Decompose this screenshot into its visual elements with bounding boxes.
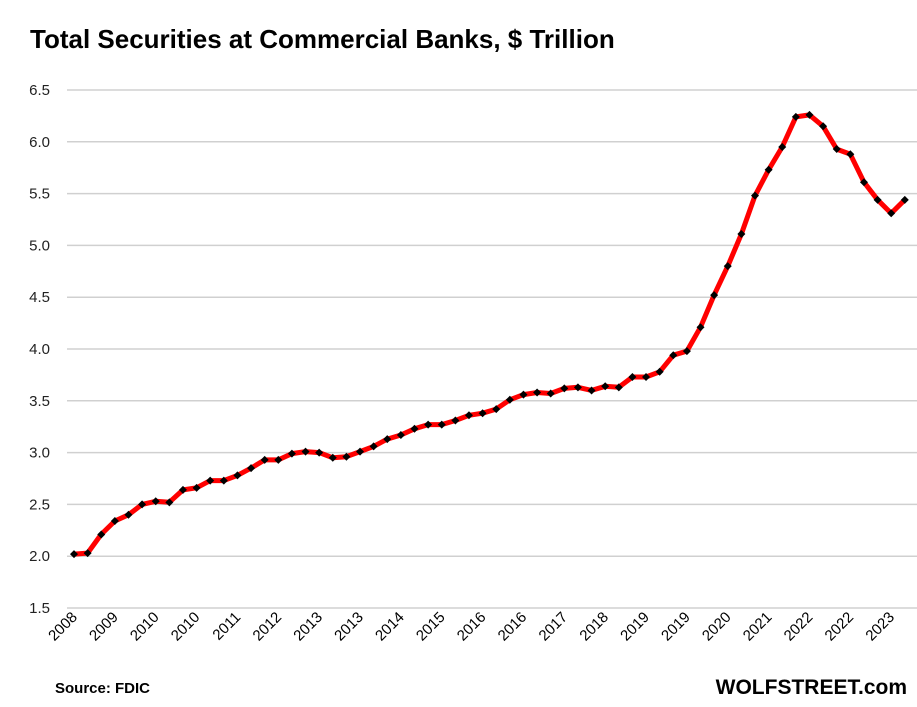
data-point bbox=[70, 550, 78, 559]
data-point bbox=[410, 424, 419, 433]
y-tick-label: 2.0 bbox=[29, 548, 50, 565]
x-tick-label: 2021 bbox=[740, 609, 776, 645]
data-point bbox=[396, 430, 405, 439]
data-point bbox=[642, 372, 651, 381]
x-tick-label: 2019 bbox=[658, 609, 694, 645]
data-point bbox=[437, 420, 446, 429]
y-tick-label: 3.5 bbox=[29, 393, 50, 410]
data-point bbox=[655, 367, 664, 376]
x-tick-label: 2010 bbox=[127, 609, 163, 645]
data-point bbox=[165, 498, 174, 507]
data-point bbox=[287, 449, 296, 458]
data-point bbox=[342, 452, 351, 461]
source-note: Source: FDIC bbox=[55, 680, 151, 697]
x-tick-label: 2016 bbox=[495, 609, 531, 645]
y-tick-label: 5.5 bbox=[29, 186, 50, 203]
y-tick-label: 6.5 bbox=[29, 82, 50, 99]
data-point bbox=[192, 483, 201, 492]
data-point bbox=[356, 447, 365, 456]
brand-watermark: WOLFSTREET.com bbox=[715, 676, 907, 699]
data-point bbox=[696, 323, 705, 332]
x-tick-label: 2009 bbox=[86, 609, 122, 645]
data-point bbox=[778, 142, 787, 151]
data-point bbox=[151, 497, 160, 506]
data-point bbox=[301, 447, 310, 456]
data-point bbox=[138, 500, 147, 509]
data-point bbox=[737, 230, 746, 239]
y-tick-label: 6.0 bbox=[29, 134, 50, 151]
x-tick-label: 2011 bbox=[209, 609, 244, 644]
data-point bbox=[178, 485, 187, 494]
data-point bbox=[560, 384, 569, 393]
x-tick-label: 2013 bbox=[290, 609, 326, 645]
data-point bbox=[369, 442, 378, 451]
data-point bbox=[124, 510, 133, 519]
y-tick-label: 3.0 bbox=[29, 445, 50, 462]
data-point bbox=[859, 178, 868, 187]
y-tick-label: 1.5 bbox=[29, 600, 50, 617]
data-point bbox=[219, 476, 228, 485]
x-tick-label: 2019 bbox=[617, 609, 653, 645]
x-tick-label: 2022 bbox=[781, 609, 817, 645]
x-tick-label: 2023 bbox=[862, 609, 898, 645]
y-tick-label: 4.5 bbox=[29, 289, 50, 306]
data-point bbox=[328, 453, 337, 462]
data-point bbox=[451, 416, 460, 425]
data-point bbox=[846, 150, 855, 159]
data-point bbox=[587, 386, 596, 395]
chart-title: Total Securities at Commercial Banks, $ … bbox=[30, 24, 615, 54]
x-tick-label: 2010 bbox=[168, 609, 204, 645]
data-point bbox=[614, 383, 623, 392]
x-tick-label: 2013 bbox=[331, 609, 367, 645]
data-point bbox=[751, 191, 759, 200]
data-point bbox=[887, 209, 896, 218]
x-tick-label: 2014 bbox=[372, 609, 408, 645]
data-point bbox=[601, 382, 610, 391]
data-point bbox=[710, 291, 719, 300]
data-point bbox=[533, 388, 542, 397]
data-point bbox=[805, 110, 814, 119]
data-point bbox=[669, 351, 678, 360]
data-point bbox=[819, 122, 828, 131]
x-tick-label: 2017 bbox=[536, 609, 572, 645]
x-tick-label: 2016 bbox=[454, 609, 490, 645]
data-point bbox=[900, 195, 909, 204]
data-point bbox=[206, 476, 215, 485]
data-point bbox=[492, 405, 501, 414]
data-point bbox=[546, 389, 555, 398]
data-point bbox=[247, 464, 256, 473]
data-point bbox=[97, 530, 106, 539]
x-tick-label: 2012 bbox=[250, 609, 286, 645]
data-point bbox=[764, 165, 773, 174]
data-point bbox=[723, 262, 732, 271]
data-point bbox=[791, 112, 800, 121]
data-point bbox=[383, 435, 392, 444]
data-point bbox=[83, 549, 92, 558]
x-tick-label: 2022 bbox=[822, 609, 858, 645]
data-point bbox=[233, 471, 242, 480]
data-point bbox=[505, 395, 514, 404]
data-point bbox=[519, 390, 528, 399]
y-tick-label: 2.5 bbox=[29, 496, 50, 513]
data-point bbox=[424, 420, 433, 429]
data-point bbox=[464, 411, 473, 420]
data-point bbox=[274, 455, 283, 464]
y-tick-label: 5.0 bbox=[29, 237, 50, 254]
data-point bbox=[315, 448, 324, 457]
x-tick-label: 2008 bbox=[45, 609, 81, 645]
data-point bbox=[110, 516, 119, 525]
y-tick-label: 4.0 bbox=[29, 341, 50, 358]
data-point bbox=[628, 372, 637, 381]
data-point bbox=[873, 195, 882, 204]
x-tick-label: 2018 bbox=[576, 609, 612, 645]
data-point bbox=[573, 383, 582, 392]
data-point bbox=[832, 145, 841, 154]
data-point bbox=[682, 347, 691, 356]
data-point bbox=[478, 409, 487, 418]
x-tick-label: 2015 bbox=[413, 609, 449, 645]
data-point bbox=[260, 455, 269, 464]
x-tick-label: 2020 bbox=[699, 609, 735, 645]
